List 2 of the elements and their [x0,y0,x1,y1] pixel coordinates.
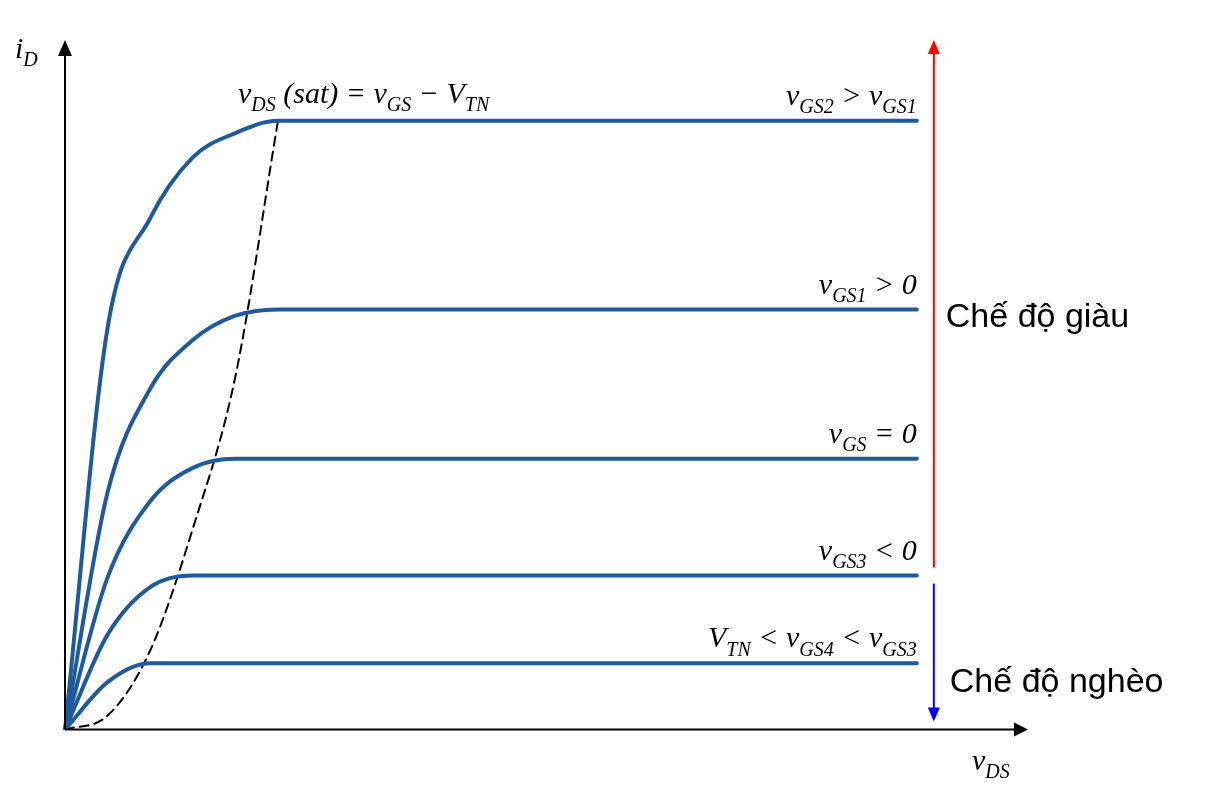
annotation: Chế độ nghèo [949,660,1164,699]
annotation: Chế độ giàu [945,296,1130,335]
